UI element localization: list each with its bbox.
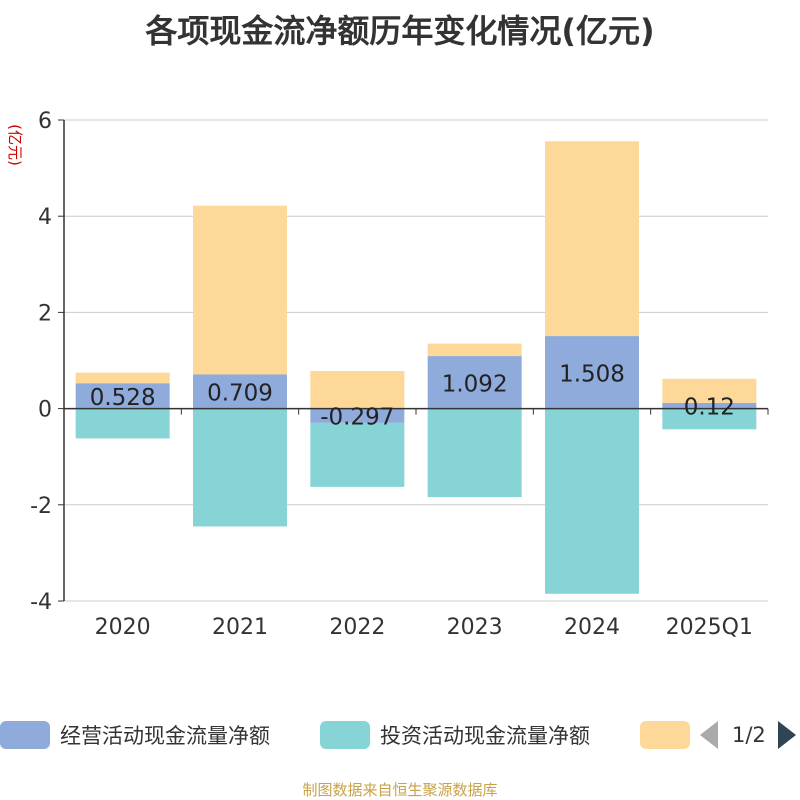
x-tick-label: 2020 — [95, 615, 151, 640]
bar-series1-2021[interactable] — [193, 408, 287, 527]
x-tick-label: 2023 — [447, 615, 503, 640]
data-label: -0.297 — [320, 405, 394, 431]
legend: 经营活动现金流量净额 投资活动现金流量净额 1/2 — [0, 718, 800, 752]
legend-item-operating[interactable]: 经营活动现金流量净额 — [0, 718, 270, 752]
x-tick-label: 2021 — [212, 615, 268, 640]
bar-series0-2020[interactable] — [75, 383, 170, 409]
data-source-note: 制图数据来自恒生聚源数据库 — [302, 781, 498, 799]
data-labels: 0.528 0.709 -0.297 1.092 1.508 0.12 — [90, 361, 735, 430]
y-tick-label: 4 — [38, 205, 52, 230]
x-tick-label: 2022 — [329, 615, 385, 640]
legend-swatch-investing — [320, 721, 370, 749]
bar-series1-2020[interactable] — [75, 408, 170, 439]
bars — [75, 141, 757, 594]
bar-series1-2025Q1[interactable] — [662, 408, 757, 430]
bar-series2-2023[interactable] — [427, 343, 522, 357]
legend-label-investing: 投资活动现金流量净额 — [380, 724, 590, 748]
legend-swatch-operating — [0, 721, 50, 749]
legend-prev-page-icon[interactable] — [700, 721, 718, 749]
y-tick-label: -2 — [30, 494, 52, 519]
legend-item-financing[interactable] — [640, 718, 700, 752]
bar-series2-2022[interactable] — [310, 371, 405, 409]
legend-next-page-icon[interactable] — [777, 721, 796, 749]
bar-series0-2024[interactable] — [545, 336, 639, 409]
data-label: 0.709 — [207, 381, 273, 407]
y-tick-label: 6 — [38, 109, 52, 134]
legend-pager: 1/2 — [700, 718, 796, 752]
axes: -4 -2 0 2 4 6 (亿元) 2020 2021 2022 2023 2024 2025Q1 — [6, 109, 769, 640]
y-tick-label: 2 — [38, 301, 52, 326]
legend-label-operating: 经营活动现金流量净额 — [60, 724, 270, 748]
bar-series2-2024[interactable] — [545, 141, 639, 337]
bar-series1-2023[interactable] — [427, 408, 522, 498]
bar-series1-2024[interactable] — [545, 408, 639, 594]
y-tick-label: 0 — [38, 398, 52, 423]
legend-page-indicator: 1/2 — [732, 723, 766, 747]
bar-series0-2021[interactable] — [193, 374, 287, 409]
bar-series2-2020[interactable] — [75, 372, 170, 384]
cash-flow-chart: -4 -2 0 2 4 6 (亿元) 2020 2021 2022 2023 2024 2025Q1 0… — [6, 109, 769, 640]
y-axis-label: (亿元) — [6, 124, 24, 166]
data-label: 0.12 — [684, 395, 735, 421]
x-tick-label: 2025Q1 — [666, 615, 753, 640]
x-tick-label: 2024 — [564, 615, 620, 640]
bar-series1-2022[interactable] — [310, 422, 405, 487]
legend-item-investing[interactable]: 投资活动现金流量净额 — [320, 718, 590, 752]
chart-title: 各项现金流净额历年变化情况(亿元) — [145, 12, 655, 50]
bar-series2-2021[interactable] — [193, 205, 287, 375]
bar-series2-2025Q1[interactable] — [662, 378, 757, 403]
data-label: 1.508 — [559, 361, 625, 387]
grid-lines — [64, 119, 768, 602]
bar-series0-2025Q1[interactable] — [662, 402, 757, 409]
y-tick-label: -4 — [30, 590, 52, 615]
data-label: 0.528 — [90, 385, 156, 411]
data-label: 1.092 — [442, 371, 508, 397]
legend-swatch-financing — [640, 721, 690, 749]
bar-series0-2023[interactable] — [427, 356, 522, 409]
bar-series0-2022[interactable] — [310, 408, 405, 423]
